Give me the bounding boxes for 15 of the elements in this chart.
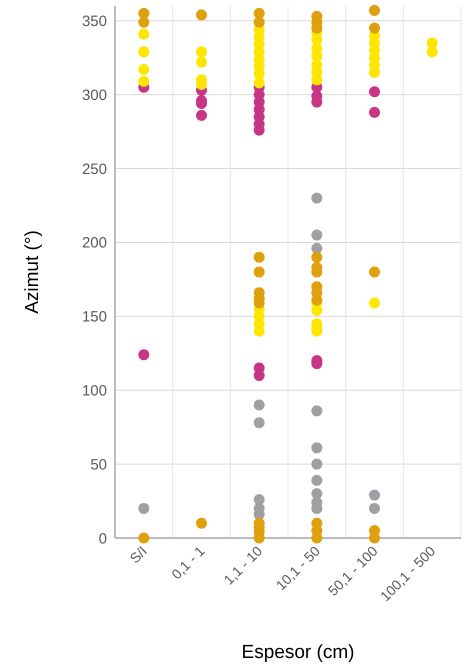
x-tick-label: 50,1 - 100 — [324, 542, 381, 599]
x-tick-label: 0,1 - 1 — [168, 542, 208, 582]
y-tick-label: 0 — [98, 530, 107, 548]
y-tick-label: 50 — [90, 456, 107, 474]
y-tick-label: 350 — [82, 13, 107, 30]
x-tick-label: S/I — [126, 542, 150, 566]
x-tick-label: 1,1 - 10 — [220, 542, 266, 588]
y-tick-label: 300 — [82, 86, 107, 104]
x-tick-label: 10,1 - 50 — [272, 542, 324, 594]
y-axis-title: Azimut (°) — [22, 230, 43, 314]
y-tick-label: 100 — [82, 382, 107, 400]
x-axis-title: Espesor (cm) — [242, 642, 354, 663]
y-tick-label: 150 — [82, 308, 107, 326]
y-tick-label: 250 — [82, 160, 107, 178]
y-tick-label: 200 — [82, 234, 107, 252]
